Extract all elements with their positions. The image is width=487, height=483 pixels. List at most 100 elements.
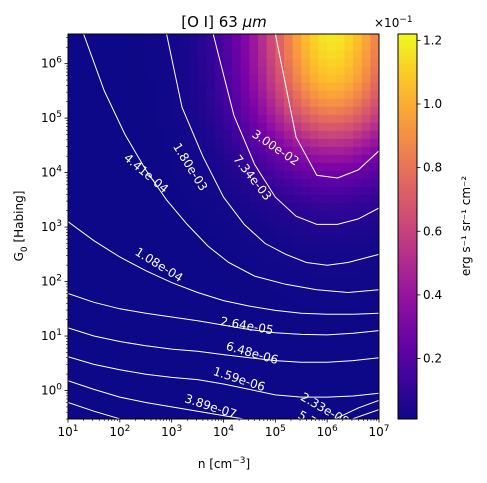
heatmap-cell <box>206 250 216 260</box>
heatmap-cell <box>344 266 354 276</box>
heatmap-cell <box>145 250 155 260</box>
heatmap-cell <box>344 346 354 356</box>
heatmap-cell <box>68 354 78 364</box>
heatmap-cell <box>163 274 173 284</box>
heatmap-cell <box>258 194 268 204</box>
heatmap-cell <box>197 98 207 107</box>
heatmap-cell <box>119 226 130 236</box>
y-tick-label: 106 <box>41 56 62 71</box>
heatmap-cell <box>370 362 379 372</box>
heatmap-cell <box>197 42 207 51</box>
heatmap-cell <box>266 130 276 139</box>
heatmap-cell <box>301 210 311 220</box>
heatmap-cell <box>361 362 371 372</box>
heatmap-cell <box>128 114 138 123</box>
heatmap-cell <box>85 50 95 59</box>
heatmap-cell <box>283 50 294 59</box>
heatmap-cell <box>249 210 259 220</box>
heatmap-cell <box>188 98 199 107</box>
heatmap-cell <box>353 178 363 187</box>
heatmap-cell <box>111 410 121 419</box>
heatmap-cell <box>318 274 328 284</box>
heatmap-cell <box>163 210 173 220</box>
heatmap-cell <box>223 402 233 412</box>
heatmap-cell <box>171 338 181 348</box>
heatmap-cell <box>111 50 121 59</box>
heatmap-cell <box>180 274 190 284</box>
heatmap-cell <box>275 178 285 187</box>
heatmap-cell <box>327 34 337 43</box>
heatmap-cell <box>145 130 155 139</box>
heatmap-cell <box>266 346 276 356</box>
heatmap-cell <box>344 74 354 83</box>
heatmap-cell <box>68 194 78 204</box>
heatmap-cell <box>145 234 155 244</box>
heatmap-cell <box>353 50 363 59</box>
heatmap-cell <box>68 266 78 276</box>
heatmap-cell <box>266 50 276 59</box>
heatmap-cell <box>309 322 320 332</box>
heatmap-cell <box>249 194 259 204</box>
heatmap-cell <box>301 82 311 91</box>
colorbar <box>397 33 418 420</box>
heatmap-cell <box>266 362 276 372</box>
heatmap-cell <box>232 194 242 204</box>
heatmap-cell <box>137 266 147 276</box>
heatmap-cell <box>119 402 130 412</box>
heatmap-cell <box>266 338 276 348</box>
heatmap-cell <box>353 34 363 43</box>
heatmap-cell <box>188 354 199 364</box>
heatmap-cell <box>68 242 78 252</box>
heatmap-cell <box>137 242 147 252</box>
heatmap-cell <box>301 186 311 196</box>
heatmap-cell <box>119 346 130 356</box>
heatmap-cell <box>85 178 95 187</box>
heatmap-cell <box>301 242 311 252</box>
heatmap-cell <box>206 314 216 324</box>
heatmap-cell <box>197 34 207 43</box>
heatmap-cell <box>171 386 181 396</box>
heatmap-cell <box>111 242 121 252</box>
heatmap-cell <box>163 130 173 139</box>
heatmap-cell <box>111 146 121 155</box>
heatmap-cell <box>214 282 225 292</box>
heatmap-cell <box>361 314 371 324</box>
heatmap-cell <box>309 58 320 67</box>
heatmap-cell <box>163 330 173 340</box>
heatmap-cell <box>370 58 379 67</box>
heatmap-cell <box>370 226 379 236</box>
heatmap-cell <box>85 402 95 412</box>
heatmap-cell <box>309 266 320 276</box>
heatmap-cell <box>292 74 302 83</box>
heatmap-cell <box>361 66 371 75</box>
heatmap-cell <box>137 130 147 139</box>
heatmap-cell <box>111 82 121 91</box>
x-tick-label: 106 <box>317 424 338 439</box>
heatmap-cell <box>102 74 112 83</box>
heatmap-cell <box>266 90 276 99</box>
heatmap-cell <box>197 402 207 412</box>
heatmap-cell <box>154 178 164 187</box>
heatmap-cell <box>266 66 276 75</box>
heatmap-cell <box>206 122 216 131</box>
heatmap-cell <box>370 258 379 268</box>
heatmap-cell <box>318 106 328 115</box>
heatmap-cell <box>266 58 276 67</box>
heatmap-cell <box>309 410 320 419</box>
heatmap-cell <box>249 402 259 412</box>
heatmap-cell <box>353 290 363 300</box>
heatmap-cell <box>145 258 155 268</box>
heatmap-cell <box>76 34 86 43</box>
heatmap-cell <box>93 138 104 147</box>
heatmap-cell <box>353 202 363 212</box>
colorbar-tick-label: 0.2 <box>423 352 442 366</box>
heatmap-cell <box>102 386 112 396</box>
heatmap-cell <box>111 306 121 316</box>
heatmap-cell <box>102 330 112 340</box>
heatmap-cell <box>197 394 207 404</box>
heatmap-cell <box>180 282 190 292</box>
heatmap-cell <box>214 154 225 163</box>
heatmap-cell <box>154 42 164 51</box>
heatmap-cell <box>327 274 337 284</box>
heatmap-cell <box>119 74 130 83</box>
